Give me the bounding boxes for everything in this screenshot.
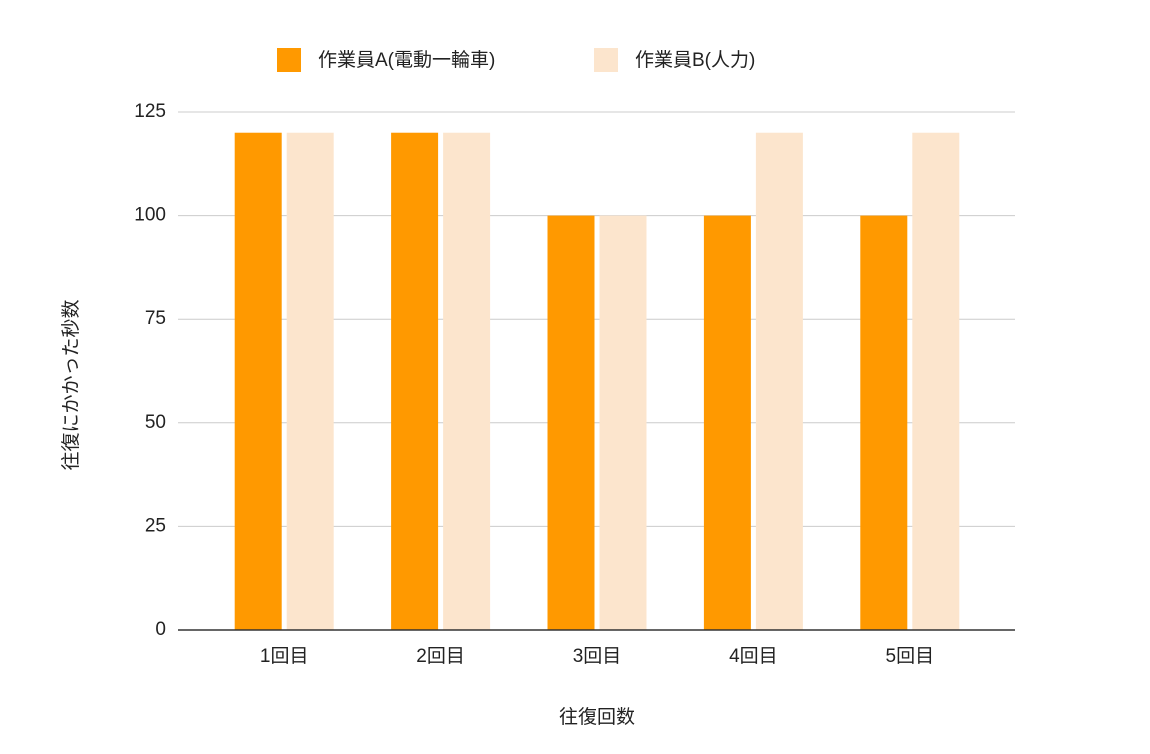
bar xyxy=(547,215,595,630)
x-tick-label: 3回目 xyxy=(573,646,622,667)
y-tick-label: 25 xyxy=(145,515,166,536)
x-axis-title: 往復回数 xyxy=(559,706,635,728)
x-tick-label: 2回目 xyxy=(416,646,465,667)
bar xyxy=(755,132,803,630)
legend-swatch xyxy=(277,48,301,72)
legend-label: 作業員B(人力) xyxy=(635,49,755,71)
y-tick-label: 50 xyxy=(145,412,166,433)
x-tick-label: 5回目 xyxy=(886,646,935,667)
bar xyxy=(286,132,334,630)
x-tick-label: 1回目 xyxy=(260,646,309,667)
bar xyxy=(912,132,960,630)
bar xyxy=(599,215,647,630)
bar xyxy=(860,215,908,630)
y-tick-label: 125 xyxy=(134,101,166,122)
y-tick-label: 100 xyxy=(134,205,166,226)
bar xyxy=(234,132,282,630)
y-axis-title: 往復にかかった秒数 xyxy=(60,299,82,470)
y-tick-label: 0 xyxy=(155,619,166,640)
bar xyxy=(703,215,751,630)
y-tick-label: 75 xyxy=(145,308,166,329)
x-tick-label: 4回目 xyxy=(729,646,778,667)
legend-label: 作業員A(電動一輪車) xyxy=(318,49,495,71)
bar xyxy=(391,132,439,630)
bar xyxy=(443,132,491,630)
legend-swatch xyxy=(594,48,618,72)
